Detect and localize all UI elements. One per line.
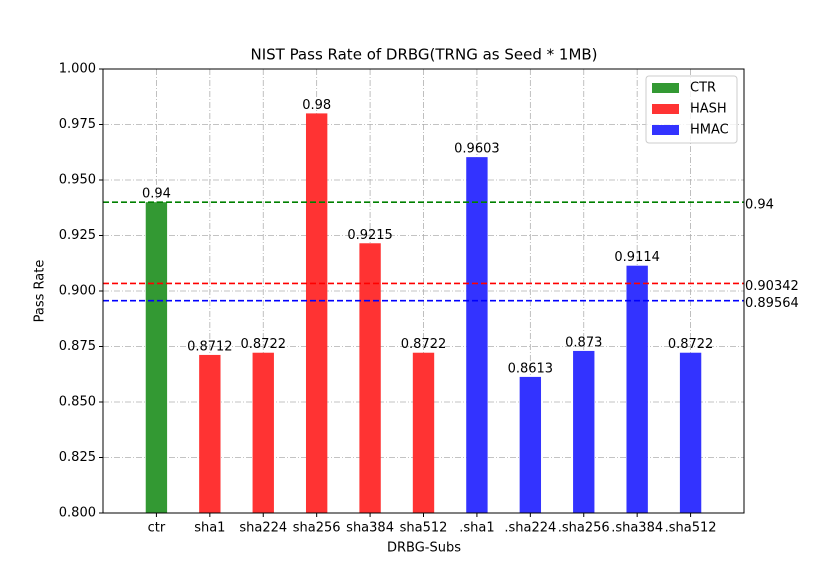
- plot-frame: [102, 68, 745, 514]
- data-label: 0.9215: [347, 228, 393, 243]
- chart-title: NIST Pass Rate of DRBG(TRNG as Seed * 1M…: [250, 46, 597, 64]
- legend-swatch: [652, 125, 679, 135]
- y-tick-label: 0.950: [59, 173, 96, 188]
- y-tick-label: 0.800: [59, 506, 96, 521]
- y-tick-label: 0.900: [59, 284, 96, 299]
- legend-label: CTR: [690, 81, 716, 96]
- bar: [305, 113, 328, 514]
- x-tick-label: sha256: [293, 521, 341, 536]
- data-label: 0.94: [142, 187, 171, 202]
- x-axis-label: DRBG-Subs: [387, 541, 461, 556]
- y-tick-label: 0.875: [59, 339, 96, 354]
- bar: [626, 265, 648, 513]
- bar: [679, 352, 702, 513]
- bar: [573, 350, 595, 513]
- y-tick-label: 1.000: [59, 62, 96, 77]
- bar: [252, 352, 274, 513]
- data-label: 0.8613: [508, 361, 554, 376]
- y-axis-label: Pass Rate: [33, 260, 48, 323]
- x-tick-label: .sha1: [459, 521, 494, 536]
- data-label: 0.98: [302, 98, 331, 113]
- legend-label: HASH: [690, 102, 727, 117]
- bar: [519, 376, 542, 513]
- reference-label: 0.90342: [745, 279, 799, 294]
- legend-label: HMAC: [690, 123, 729, 138]
- bar: [359, 243, 381, 513]
- x-tick-label: sha512: [400, 521, 448, 536]
- legend-swatch: [652, 104, 679, 114]
- data-label: 0.873: [565, 335, 602, 350]
- reference-label: 0.89564: [745, 296, 799, 311]
- y-tick-label: 0.975: [59, 117, 96, 132]
- x-tick-label: .sha256: [558, 521, 610, 536]
- data-label: 0.9603: [454, 142, 500, 157]
- x-tick-label: sha1: [194, 521, 225, 536]
- data-label: 0.8712: [187, 339, 233, 354]
- bar: [145, 202, 168, 513]
- bar: [199, 354, 221, 513]
- reference-label: 0.94: [745, 198, 774, 213]
- y-tick-label: 0.850: [59, 395, 96, 410]
- x-tick-label: .sha384: [611, 521, 663, 536]
- x-tick-label: sha224: [239, 521, 287, 536]
- x-tick-label: .sha512: [665, 521, 717, 536]
- x-tick-label: sha384: [346, 521, 394, 536]
- data-label: 0.9114: [614, 250, 660, 265]
- data-label: 0.8722: [401, 337, 447, 352]
- bar: [466, 157, 488, 513]
- data-label: 0.8722: [668, 337, 714, 352]
- data-label: 0.8722: [241, 337, 287, 352]
- bar: [412, 352, 435, 513]
- x-tick-label: .sha224: [504, 521, 556, 536]
- y-tick-label: 0.825: [59, 450, 96, 465]
- legend-swatch: [652, 83, 679, 93]
- x-tick-label: ctr: [148, 521, 166, 536]
- y-tick-label: 0.925: [59, 228, 96, 243]
